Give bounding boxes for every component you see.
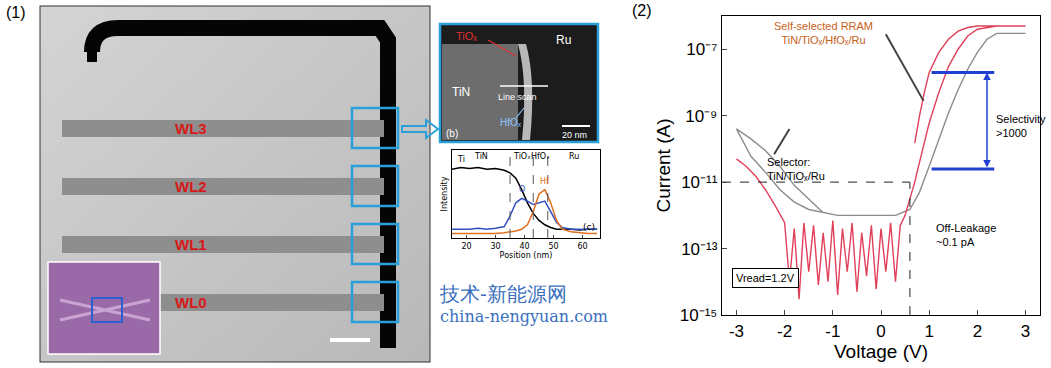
svg-text:10⁻¹¹: 10⁻¹¹ xyxy=(681,173,718,192)
svg-text:60: 60 xyxy=(577,242,587,251)
svg-text:WL2: WL2 xyxy=(175,178,207,195)
svg-text:HfOₓ: HfOₓ xyxy=(531,152,550,161)
svg-text:2: 2 xyxy=(973,322,982,341)
svg-text:TiOₓ: TiOₓ xyxy=(513,152,531,161)
svg-text:WL1: WL1 xyxy=(175,236,207,253)
svg-text:HfOₓ: HfOₓ xyxy=(500,117,522,128)
svg-text:20: 20 xyxy=(461,242,471,251)
svg-text:1: 1 xyxy=(924,322,933,341)
svg-text:O: O xyxy=(519,185,525,194)
svg-text:Voltage (V): Voltage (V) xyxy=(834,341,928,362)
svg-text:Hf: Hf xyxy=(540,177,549,186)
svg-text:10⁻¹⁵: 10⁻¹⁵ xyxy=(680,306,718,325)
svg-text:Ti: Ti xyxy=(457,155,465,164)
svg-text:(c): (c) xyxy=(583,222,595,232)
svg-text:Position (nm): Position (nm) xyxy=(500,251,553,260)
svg-text:TiOₓ: TiOₓ xyxy=(456,30,477,42)
html-text:china-nengyuan.com: china-nengyuan.com xyxy=(440,307,608,326)
svg-text:Self-selected RRAMTiN/TiOₓ/HfO: Self-selected RRAMTiN/TiOₓ/HfOₓ/Ru xyxy=(774,20,873,46)
svg-text:(1): (1) xyxy=(6,4,26,21)
svg-text:WL0: WL0 xyxy=(175,294,207,311)
svg-text:Intensity: Intensity xyxy=(440,176,449,211)
svg-text:30: 30 xyxy=(490,242,500,251)
svg-text:Current (A): Current (A) xyxy=(653,119,674,213)
svg-text:3: 3 xyxy=(1021,322,1030,341)
svg-text:50: 50 xyxy=(548,242,558,251)
svg-text:TiN: TiN xyxy=(474,152,488,161)
svg-text:-1: -1 xyxy=(825,322,840,341)
html-text:技术-新能源网: 技术-新能源网 xyxy=(440,282,567,306)
svg-text:-3: -3 xyxy=(729,322,744,341)
svg-text:WL3: WL3 xyxy=(175,120,207,137)
html-text:(2): (2) xyxy=(632,2,652,19)
svg-text:Selectivity>1000: Selectivity>1000 xyxy=(996,113,1046,139)
svg-text:Line scan: Line scan xyxy=(498,92,537,102)
svg-text:10⁻⁷: 10⁻⁷ xyxy=(686,40,717,59)
svg-text:10⁻⁹: 10⁻⁹ xyxy=(685,107,717,126)
svg-text:-2: -2 xyxy=(777,322,792,341)
svg-text:20 nm: 20 nm xyxy=(562,130,587,140)
svg-text:40: 40 xyxy=(519,242,529,251)
svg-text:Selector:TiN/TiOₓ/Ru: Selector:TiN/TiOₓ/Ru xyxy=(767,156,825,182)
svg-text:Vread=1.2V: Vread=1.2V xyxy=(736,272,795,284)
svg-text:10⁻¹³: 10⁻¹³ xyxy=(681,240,718,259)
svg-text:Ru: Ru xyxy=(556,33,571,47)
svg-text:0: 0 xyxy=(876,322,885,341)
svg-text:(b): (b) xyxy=(446,128,458,139)
svg-text:TiN: TiN xyxy=(452,85,470,99)
svg-text:Off-Leakage~0.1 pA: Off-Leakage~0.1 pA xyxy=(936,222,996,248)
svg-text:Ru: Ru xyxy=(569,152,579,161)
